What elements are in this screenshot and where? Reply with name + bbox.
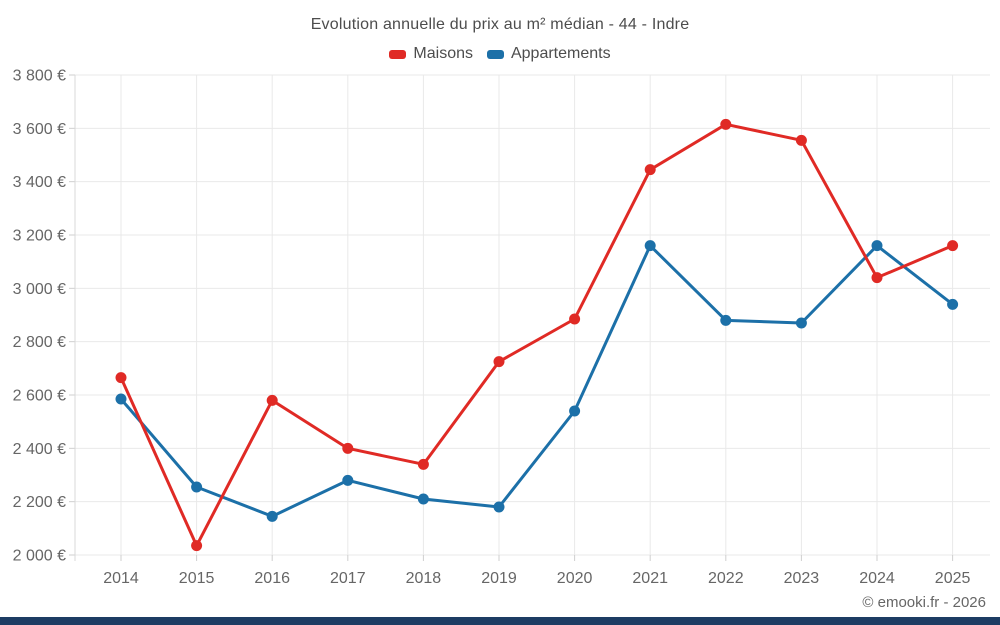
data-point-maisons[interactable]: [191, 540, 203, 552]
data-point-appartements[interactable]: [342, 474, 354, 486]
data-point-appartements[interactable]: [644, 240, 656, 252]
data-point-appartements[interactable]: [947, 298, 959, 310]
series-line-maisons: [119, 122, 955, 548]
x-axis-label: 2016: [254, 570, 290, 587]
x-axis-label: 2017: [330, 570, 366, 587]
x-axis-label: 2024: [859, 570, 895, 587]
y-axis-label: 2 000 €: [13, 548, 66, 565]
x-axis-label: 2018: [406, 570, 442, 587]
x-axis-label: 2019: [481, 570, 517, 587]
legend-label-appartements: Appartements: [510, 45, 611, 62]
data-point-appartements[interactable]: [115, 393, 127, 405]
data-point-maisons[interactable]: [947, 240, 959, 252]
legend-label-maisons: Maisons: [413, 45, 473, 62]
y-axis-label: 3 600 €: [13, 121, 66, 138]
x-axis-label: 2014: [103, 570, 139, 587]
data-point-maisons[interactable]: [266, 394, 278, 406]
data-point-appartements[interactable]: [795, 317, 807, 329]
data-point-maisons[interactable]: [417, 458, 429, 470]
data-point-maisons[interactable]: [720, 118, 732, 130]
chart-legend: Maisons Appartements: [0, 45, 1000, 63]
data-point-maisons[interactable]: [493, 356, 505, 368]
data-point-maisons[interactable]: [115, 372, 127, 384]
x-axis-label: 2025: [935, 570, 971, 587]
y-axis-label: 2 800 €: [13, 334, 66, 351]
data-point-appartements[interactable]: [720, 314, 732, 326]
y-axis-label: 2 400 €: [13, 441, 66, 458]
y-axis-label: 3 000 €: [13, 281, 66, 298]
y-axis-label: 2 200 €: [13, 494, 66, 511]
data-point-maisons[interactable]: [795, 134, 807, 146]
data-point-maisons[interactable]: [569, 313, 581, 325]
x-axis-label: 2023: [784, 570, 820, 587]
series-line-appartements: [119, 244, 955, 518]
legend-item-appartements[interactable]: Appartements: [486, 45, 611, 63]
x-axis-label: 2020: [557, 570, 593, 587]
x-axis-label: 2022: [708, 570, 744, 587]
data-point-maisons[interactable]: [342, 442, 354, 454]
bottom-accent-bar: [0, 617, 1000, 625]
chart-title: Evolution annuelle du prix au m² médian …: [310, 16, 690, 33]
x-axis-label: 2015: [179, 570, 215, 587]
data-point-appartements[interactable]: [266, 510, 278, 522]
watermark: © emooki.fr - 2026: [862, 594, 986, 611]
y-axis-label: 3 800 €: [13, 68, 66, 85]
y-axis-label: 2 600 €: [13, 388, 66, 405]
legend-item-maisons[interactable]: Maisons: [389, 45, 473, 63]
data-point-appartements[interactable]: [871, 240, 883, 252]
x-axis-label: 2021: [632, 570, 668, 587]
appartements-swatch-icon: [486, 49, 504, 59]
data-point-appartements[interactable]: [493, 501, 505, 513]
data-point-maisons[interactable]: [644, 164, 656, 176]
data-point-appartements[interactable]: [191, 481, 203, 493]
y-axis-label: 3 200 €: [13, 228, 66, 245]
data-point-maisons[interactable]: [871, 272, 883, 284]
maisons-swatch-icon: [389, 49, 407, 59]
data-point-appartements[interactable]: [417, 493, 429, 505]
y-axis-label: 3 400 €: [13, 174, 66, 191]
data-point-appartements[interactable]: [569, 405, 581, 417]
